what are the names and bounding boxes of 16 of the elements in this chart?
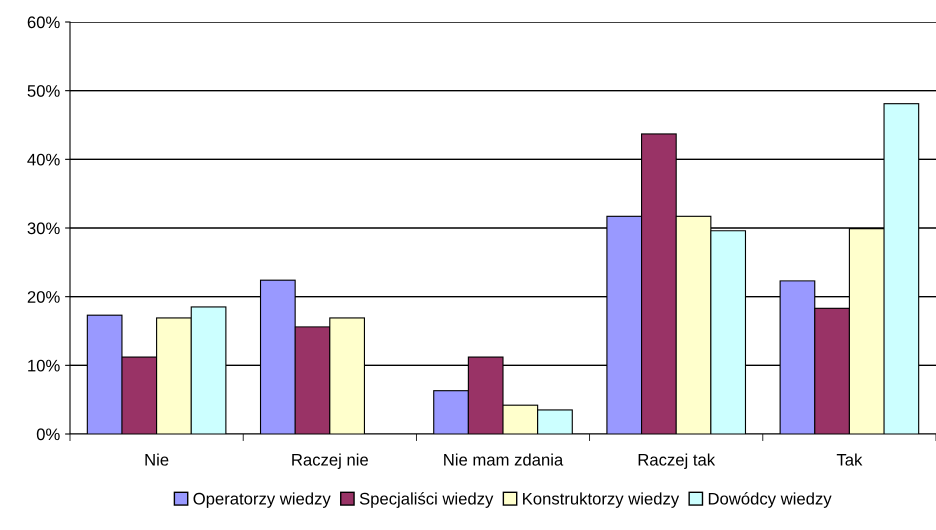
x-tick-label: Tak bbox=[836, 453, 862, 466]
y-tick-label: 0% bbox=[36, 428, 60, 440]
legend-label: Dowódcy wiedzy bbox=[708, 492, 832, 508]
y-tick-label: 50% bbox=[28, 85, 60, 97]
y-tick-label: 60% bbox=[28, 16, 60, 28]
legend-label: Konstruktorzy wiedzy bbox=[523, 492, 680, 508]
y-tick-label: 20% bbox=[28, 291, 60, 303]
legend-label: Operatorzy wiedzy bbox=[194, 492, 331, 508]
x-tick-label: Nie mam zdania bbox=[444, 453, 564, 466]
y-tick-label: 30% bbox=[28, 222, 60, 234]
legend-label: Specjaliści wiedzy bbox=[360, 492, 494, 508]
x-tick-label: Raczej nie bbox=[292, 453, 368, 469]
y-tick-label: 10% bbox=[28, 360, 60, 372]
y-tick-label: 40% bbox=[27, 154, 60, 166]
x-tick-label: Nie bbox=[145, 453, 168, 466]
x-tick-label: Raczej tak bbox=[638, 453, 716, 469]
